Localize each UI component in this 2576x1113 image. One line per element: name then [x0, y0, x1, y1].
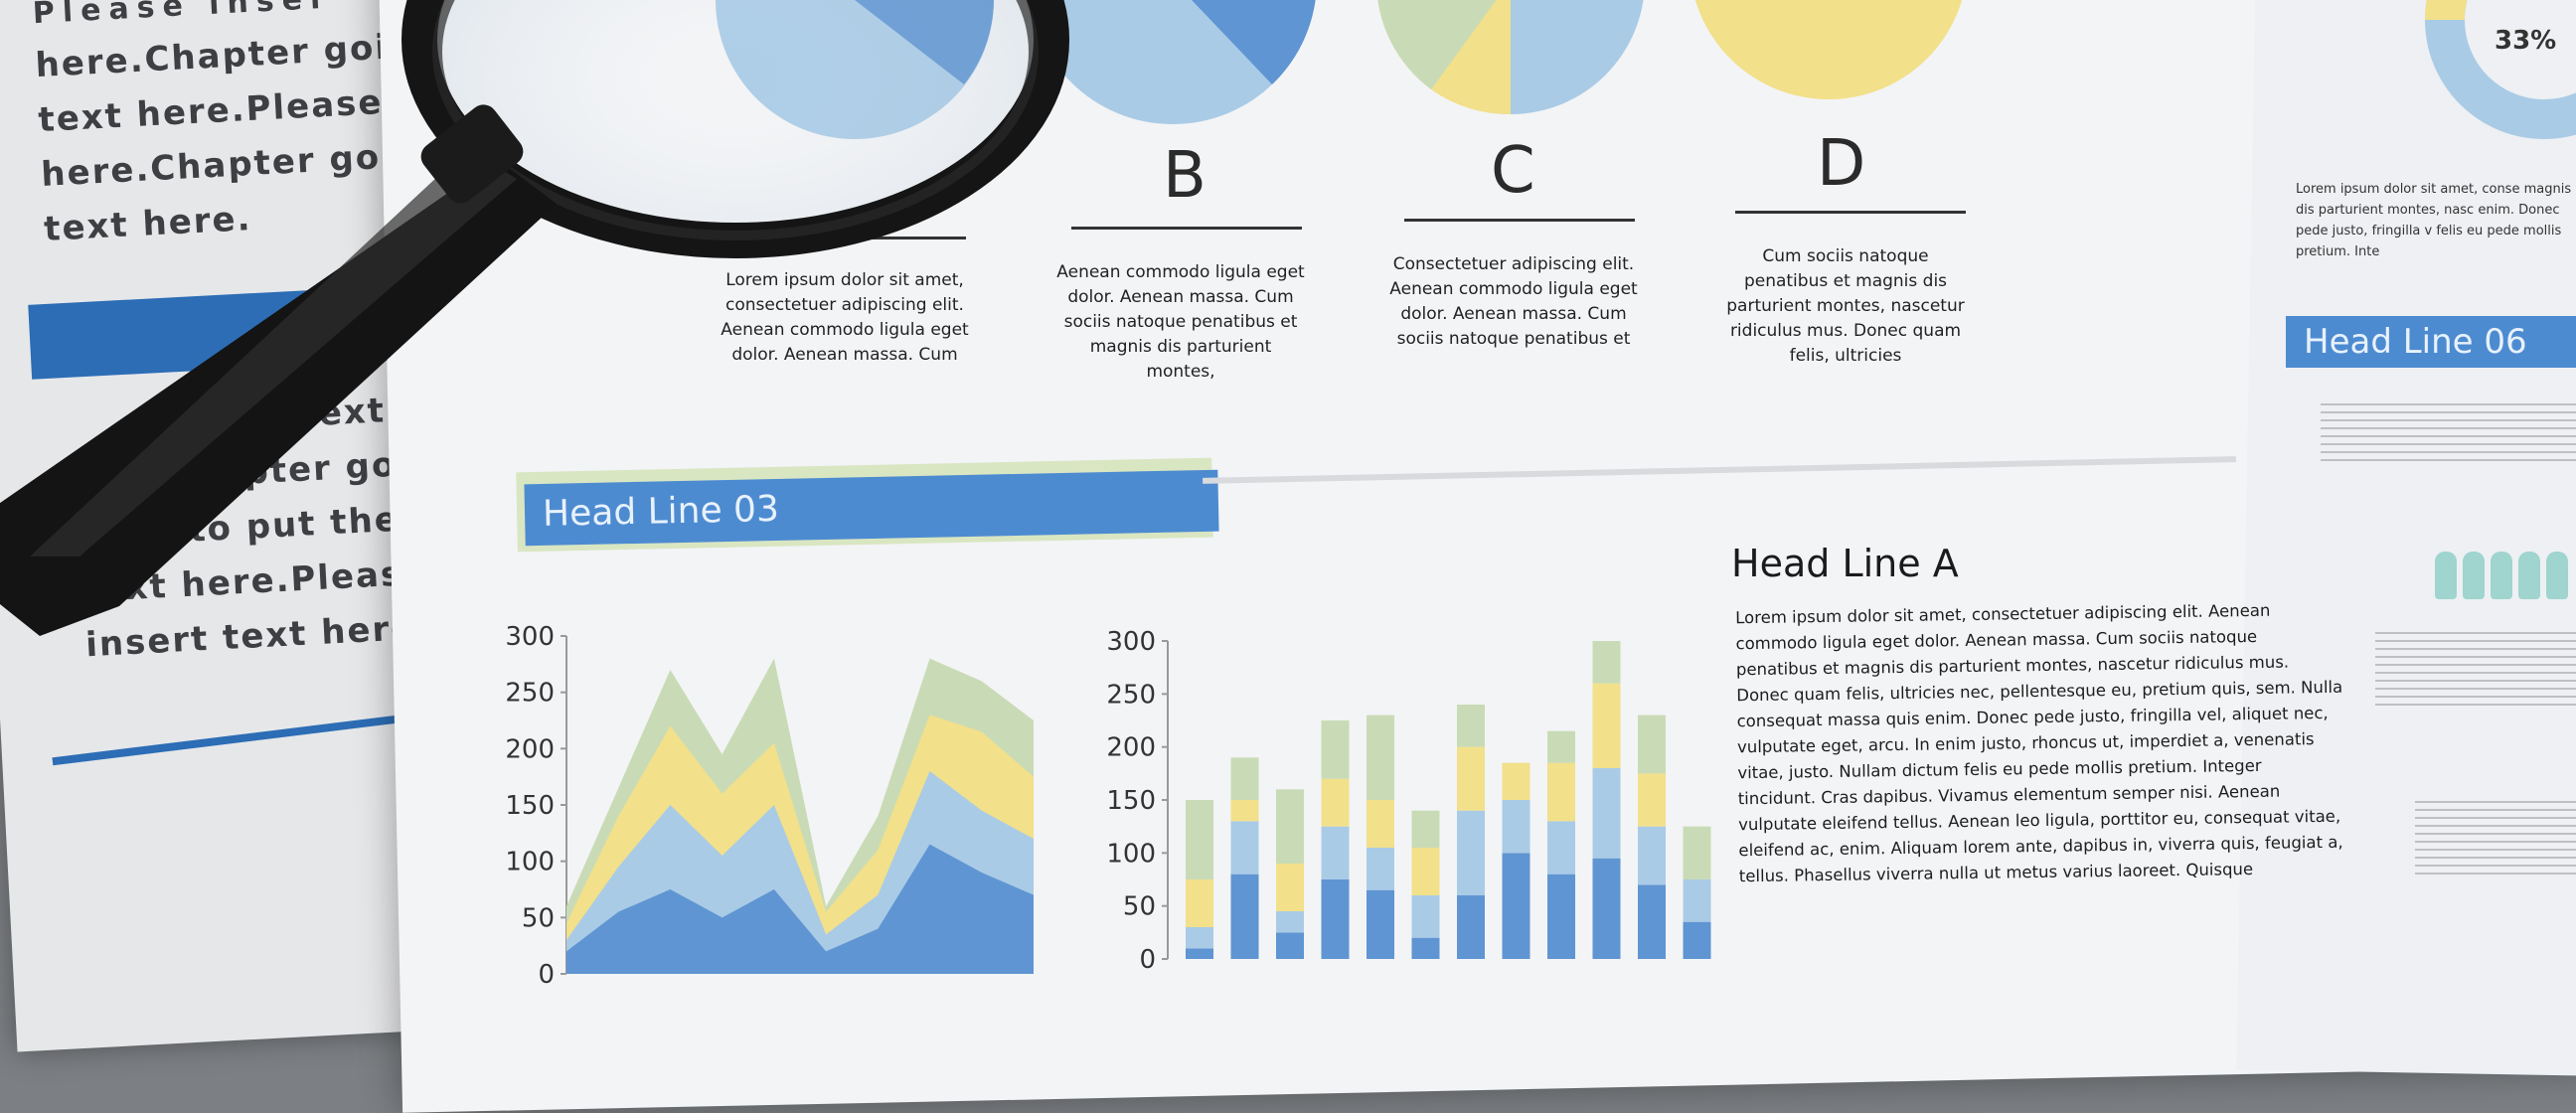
- y-tick-label: 200: [505, 734, 555, 764]
- bar-segment: [1367, 889, 1394, 959]
- bar-segment: [1230, 800, 1259, 822]
- bar-segment: [1321, 879, 1350, 959]
- percent-label: 33%: [2495, 26, 2557, 56]
- column-paragraph-d: Cum sociis natoque penatibus et magnis d…: [1726, 246, 1965, 366]
- person-figure-icon: [2518, 552, 2540, 599]
- bar-segment: [1321, 720, 1350, 779]
- column-paragraph-a: Lorem ipsum dolor sit amet, consectetuer…: [721, 270, 969, 365]
- bar-segment: [1186, 927, 1213, 949]
- bar-segment: [1638, 773, 1666, 827]
- bar-segment: [1638, 884, 1666, 959]
- y-tick-label: 50: [1123, 892, 1156, 922]
- person-figure-icon: [2546, 552, 2568, 599]
- bar-segment: [1502, 762, 1530, 800]
- bar-segment: [1502, 853, 1530, 959]
- bar-segment: [1411, 937, 1440, 959]
- bar-segment: [1638, 715, 1666, 774]
- bar-segment: [1276, 932, 1304, 959]
- headline-a: Head Line A: [1731, 542, 1959, 585]
- bar-segment: [1276, 864, 1304, 911]
- person-figure-icon: [2491, 552, 2512, 599]
- column-rule: [1735, 211, 1966, 214]
- bar-segment: [1367, 800, 1394, 848]
- bar-segment: [1367, 848, 1394, 890]
- bar-segment: [1592, 858, 1621, 959]
- bar-segment: [1547, 874, 1575, 959]
- y-tick-label: 300: [1106, 627, 1156, 657]
- bar-segment: [1592, 641, 1621, 684]
- bar-segment: [1411, 895, 1440, 938]
- bar-segment: [1547, 821, 1575, 874]
- bar-segment: [1592, 768, 1621, 859]
- person-figure-icon: [2435, 552, 2457, 599]
- y-tick-label: 150: [1106, 786, 1156, 816]
- bar-segment: [1457, 705, 1485, 747]
- bar-segment: [1367, 715, 1394, 800]
- bar-segment: [1547, 730, 1575, 763]
- pie-chart-a: [716, 0, 994, 139]
- bar-segment: [1547, 762, 1575, 822]
- column-paragraph-b: Aenean commodo ligula eget dolor. Aenean…: [1056, 262, 1305, 382]
- bar-segment: [1457, 895, 1485, 959]
- column-letter-b: B: [1163, 139, 1207, 213]
- y-tick-label: 50: [522, 903, 555, 933]
- right-intro-text: Lorem ipsum dolor sit amet, conse magnis…: [2296, 182, 2572, 259]
- bar-segment: [1683, 826, 1711, 879]
- bar-segment: [1411, 848, 1440, 895]
- y-tick-label: 250: [1106, 680, 1156, 710]
- tiny-text-block: [2321, 398, 2576, 467]
- bar-segment: [1502, 800, 1530, 854]
- y-tick-label: 100: [505, 848, 555, 877]
- y-tick-label: 100: [1106, 839, 1156, 869]
- pie-chart-b: [1030, 0, 1316, 124]
- bar-segment: [1638, 826, 1666, 885]
- column-rule: [1404, 219, 1635, 222]
- headline-06-bar: Head Line 06: [2286, 316, 2576, 368]
- bar-segment: [1276, 789, 1304, 864]
- tiny-text-block: [2415, 795, 2576, 874]
- headline-a-body: Lorem ipsum dolor sit amet, consectetuer…: [1735, 600, 2343, 886]
- y-tick-label: 300: [505, 622, 555, 652]
- bar-segment: [1321, 826, 1350, 879]
- bar-segment: [1321, 778, 1350, 827]
- person-figure-icon: [2463, 552, 2485, 599]
- pie-chart-c: [1377, 0, 1644, 115]
- y-tick-label: 0: [1139, 945, 1156, 975]
- area-series: [566, 844, 1034, 974]
- stacked-bar-chart: 300 250 200 150 100 50 0: [1106, 627, 1711, 975]
- bar-segment: [1186, 879, 1213, 927]
- bar-segment: [1230, 821, 1259, 874]
- column-rule: [1071, 227, 1302, 230]
- bar-segment: [1230, 757, 1259, 800]
- bar-segment: [1457, 810, 1485, 895]
- bar-segment: [1230, 874, 1259, 959]
- column-rule: [735, 237, 966, 239]
- donut-chart: [2425, 0, 2576, 139]
- tiny-text-block: [2375, 626, 2576, 706]
- bar-segment: [1411, 810, 1440, 848]
- bar-segment: [1186, 800, 1213, 879]
- y-tick-label: 150: [505, 791, 555, 821]
- column-letter-c: C: [1491, 134, 1535, 208]
- bar-segment: [1683, 921, 1711, 959]
- bar-segment: [1186, 948, 1213, 959]
- pie-chart-d: [1694, 0, 1963, 99]
- column-paragraph-c: Consectetuer adipiscing elit. Aenean com…: [1389, 254, 1638, 349]
- column-letter-d: D: [1817, 127, 1866, 201]
- bar-segment: [1457, 746, 1485, 811]
- y-tick-label: 200: [1106, 733, 1156, 763]
- bar-segment: [1592, 683, 1621, 768]
- area-chart: 300 250 200 150 100 50 0: [505, 622, 1034, 990]
- y-tick-label: 250: [505, 679, 555, 709]
- bar-segment: [1683, 879, 1711, 922]
- bar-segment: [1276, 911, 1304, 933]
- y-tick-label: 0: [538, 960, 555, 990]
